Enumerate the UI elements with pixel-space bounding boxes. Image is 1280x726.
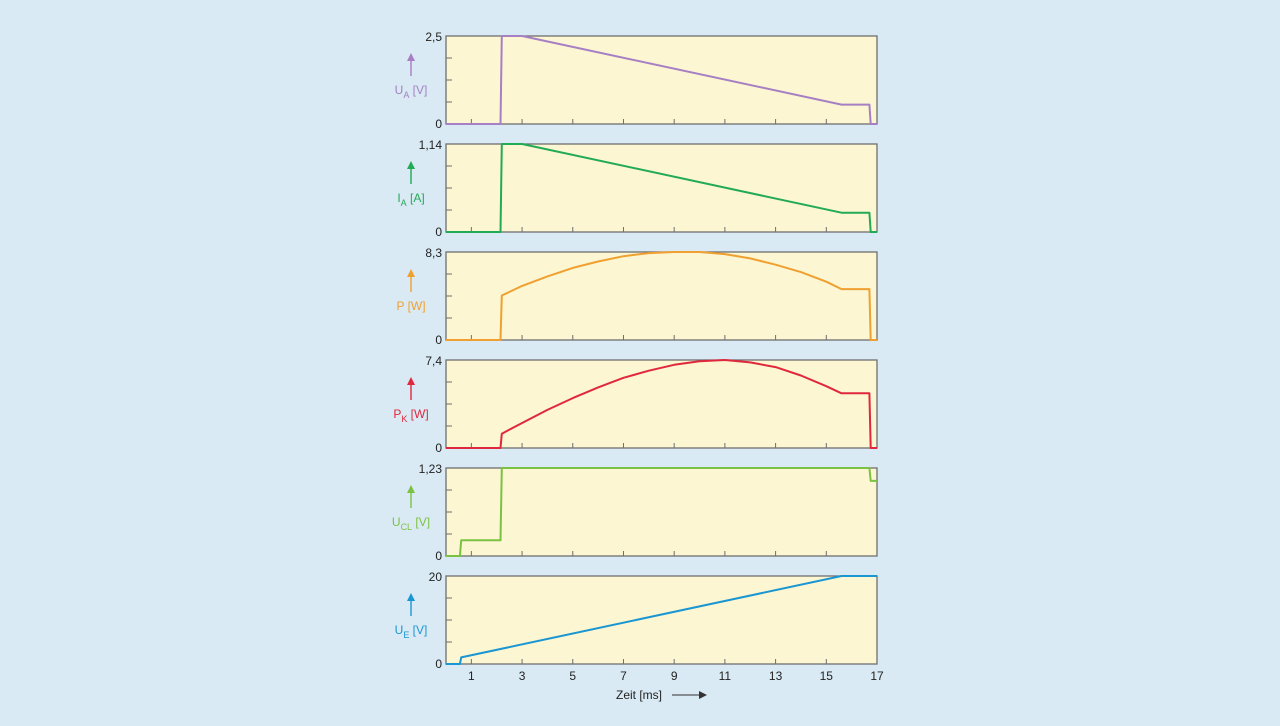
y-tick-label-max: 7,4	[425, 354, 442, 368]
y-tick-label-zero: 0	[435, 657, 442, 671]
chart-panel-1: 2,5 0 UA [V]	[395, 30, 878, 131]
series-line	[446, 467, 877, 557]
y-arrowhead-icon	[407, 53, 415, 61]
x-tick-label: 3	[519, 669, 526, 683]
y-tick-label-zero: 0	[435, 117, 442, 131]
plot-area	[445, 467, 878, 557]
y-tick-label-max: 8,3	[425, 246, 442, 260]
chart-panel-3: 8,3 0 P [W]	[396, 246, 878, 347]
x-tick-label: 7	[620, 669, 627, 683]
y-arrowhead-icon	[407, 377, 415, 385]
series-line	[446, 35, 877, 125]
y-tick-label-zero: 0	[435, 441, 442, 455]
plot-area	[445, 575, 878, 665]
x-tick-label: 5	[569, 669, 576, 683]
y-tick-label-max: 1,23	[419, 462, 443, 476]
x-tick-label: 13	[769, 669, 783, 683]
y-axis-label: UCL [V]	[392, 515, 430, 532]
series-line	[446, 143, 877, 233]
plot-area	[445, 251, 878, 341]
x-tick-label: 15	[820, 669, 834, 683]
y-tick-label-max: 1,14	[419, 138, 443, 152]
y-axis-label: PK [W]	[393, 407, 428, 424]
x-axis-label: Zeit [ms]	[616, 688, 662, 702]
y-tick-label-max: 20	[429, 570, 443, 584]
series-line	[446, 575, 877, 665]
plot-area	[445, 143, 878, 233]
y-tick-label-max: 2,5	[425, 30, 442, 44]
series-line	[446, 251, 877, 341]
chart-panel-5: 1,23 0 UCL [V]	[392, 462, 878, 563]
y-arrowhead-icon	[407, 593, 415, 601]
y-axis-label: P [W]	[396, 299, 425, 313]
y-tick-label-zero: 0	[435, 333, 442, 347]
chart-panel-6: 20 0 UE [V]	[395, 570, 878, 671]
y-arrowhead-icon	[407, 485, 415, 493]
y-arrowhead-icon	[407, 161, 415, 169]
x-tick-label: 17	[870, 669, 884, 683]
chart-panel-2: 1,14 0 IA [A]	[397, 138, 878, 239]
x-tick-label: 11	[719, 669, 732, 683]
y-tick-label-zero: 0	[435, 549, 442, 563]
series-line	[446, 359, 877, 449]
y-axis-label: IA [A]	[397, 191, 424, 208]
y-tick-label-zero: 0	[435, 225, 442, 239]
x-tick-label: 9	[671, 669, 678, 683]
y-axis-label: UE [V]	[395, 623, 428, 640]
chart-panel-4: 7,4 0 PK [W]	[393, 354, 878, 455]
y-arrowhead-icon	[407, 269, 415, 277]
x-tick-label: 1	[468, 669, 475, 683]
plot-area	[445, 35, 878, 125]
plot-area	[445, 359, 878, 449]
y-axis-label: UA [V]	[395, 83, 428, 100]
